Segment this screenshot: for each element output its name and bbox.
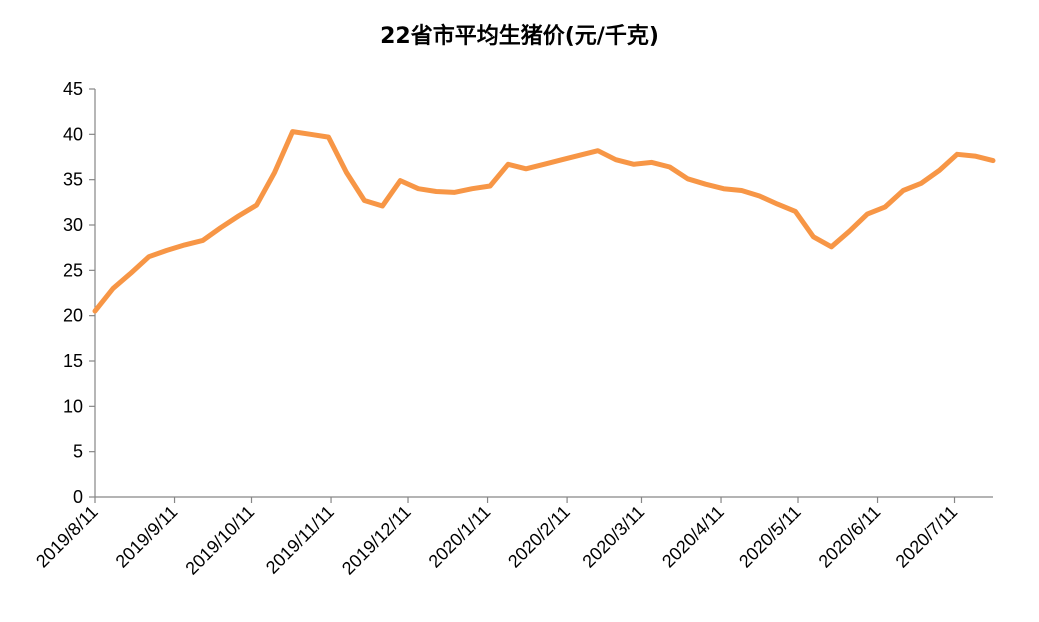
- data-point: [705, 183, 707, 185]
- data-point: [794, 210, 796, 212]
- data-point: [328, 136, 329, 138]
- data-point: [525, 168, 527, 170]
- data-point: [992, 160, 994, 162]
- x-tick-label: 2020/7/11: [892, 502, 962, 572]
- x-tick-label: 2019/10/11: [181, 502, 258, 579]
- data-point: [866, 213, 868, 215]
- y-tick-label: 35: [63, 170, 83, 190]
- data-point: [920, 182, 922, 184]
- data-point: [130, 272, 132, 274]
- x-tick-label: 2019/11/11: [262, 502, 338, 578]
- data-point: [543, 163, 545, 165]
- data-point: [148, 256, 150, 258]
- data-point: [435, 191, 437, 192]
- data-point: [112, 288, 114, 289]
- data-point: [399, 180, 401, 182]
- data-point: [310, 133, 311, 135]
- data-point: [974, 155, 976, 157]
- data-point: [777, 203, 778, 205]
- y-tick-label: 30: [63, 215, 83, 235]
- y-tick-label: 0: [73, 487, 83, 507]
- data-point: [453, 191, 455, 193]
- y-axis-ticks: 0 5 10 15 20 25 30 35 40 45: [63, 79, 95, 507]
- y-tick-label: 25: [63, 260, 83, 280]
- y-tick-label: 20: [63, 306, 83, 326]
- y-tick-label: 5: [73, 442, 83, 462]
- x-tick-label: 2020/1/11: [425, 502, 495, 572]
- data-point: [615, 159, 617, 161]
- chart-title: 22省市平均生猪价(元/千克): [380, 24, 659, 49]
- data-point: [184, 244, 186, 246]
- y-tick-label: 10: [63, 396, 83, 416]
- chart-axes: [94, 89, 993, 498]
- x-tick-label: 2020/4/11: [658, 502, 728, 572]
- data-point: [238, 215, 240, 217]
- data-point: [651, 161, 653, 163]
- data-point: [579, 154, 581, 156]
- data-point: [202, 239, 204, 241]
- x-tick-label: 2020/3/11: [578, 502, 648, 572]
- data-point: [956, 153, 958, 155]
- data-point: [597, 150, 599, 152]
- data-point: [507, 163, 509, 165]
- series-line: [92, 129, 996, 314]
- series-layer: [92, 129, 996, 314]
- data-point: [256, 204, 258, 206]
- y-tick-label: 40: [63, 124, 83, 144]
- data-point: [292, 131, 294, 133]
- data-point: [687, 178, 689, 180]
- data-point: [884, 206, 886, 208]
- data-point: [902, 190, 904, 191]
- data-point: [489, 185, 491, 187]
- x-tick-label: 2020/2/11: [504, 502, 574, 572]
- data-point: [848, 230, 850, 232]
- x-tick-label: 2019/9/11: [112, 502, 182, 572]
- data-point: [723, 188, 725, 190]
- x-tick-label: 2020/5/11: [735, 502, 805, 572]
- data-point: [363, 200, 365, 201]
- data-point: [94, 310, 96, 312]
- data-point: [166, 249, 168, 251]
- data-point: [381, 205, 383, 207]
- data-point: [274, 171, 276, 173]
- data-point: [741, 190, 743, 191]
- y-tick-label: 15: [63, 351, 83, 371]
- data-point: [471, 188, 473, 190]
- x-tick-label: 2020/6/11: [815, 502, 885, 572]
- x-tick-label: 2019/12/11: [338, 502, 415, 579]
- x-axis-ticks: 2019/8/11 2019/9/11 2019/10/11 2019/11/11 20…: [32, 497, 961, 579]
- data-point: [830, 246, 832, 248]
- data-point: [417, 188, 419, 190]
- x-tick-label: 2019/8/11: [32, 502, 102, 572]
- data-point: [220, 227, 222, 229]
- data-point: [561, 159, 563, 161]
- data-point: [669, 166, 671, 168]
- data-point: [345, 171, 347, 173]
- data-point: [633, 163, 635, 165]
- y-tick-label: 45: [63, 79, 83, 99]
- data-point: [759, 195, 760, 197]
- data-point: [938, 170, 940, 172]
- data-point: [812, 236, 814, 238]
